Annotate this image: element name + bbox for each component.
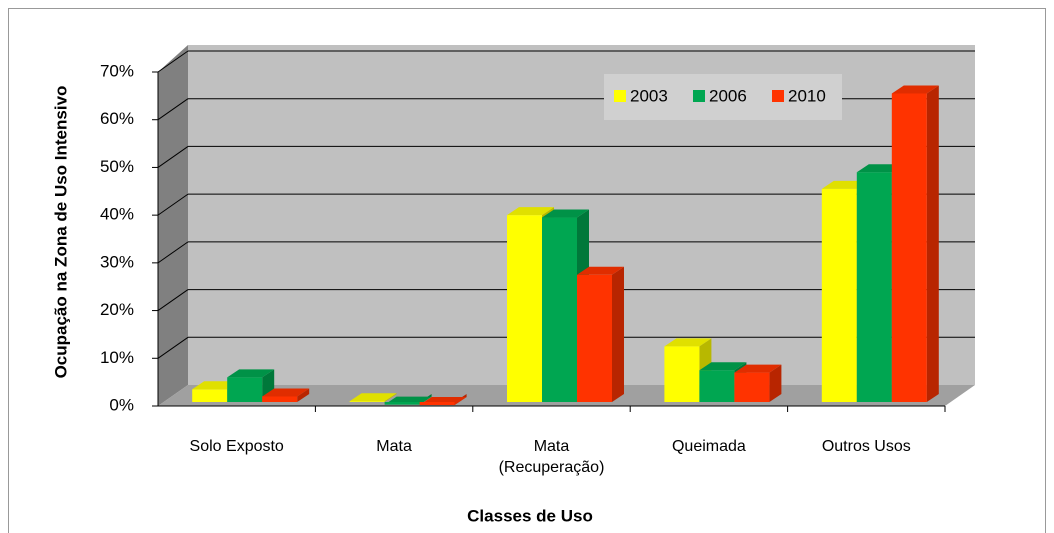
bar-front bbox=[891, 93, 927, 402]
y-tick-label: 60% bbox=[100, 109, 134, 128]
bar-front bbox=[734, 372, 770, 402]
bar-side bbox=[769, 364, 782, 402]
x-tick-label: Mata bbox=[376, 438, 412, 455]
x-tick-label: Outros Usos bbox=[821, 438, 911, 455]
grid-line bbox=[157, 146, 189, 168]
bar bbox=[734, 364, 782, 402]
y-tick-label: 40% bbox=[100, 205, 134, 224]
grid-line bbox=[157, 336, 189, 359]
x-axis-title: Classes de Uso bbox=[467, 506, 593, 525]
legend-swatch bbox=[693, 90, 705, 102]
grid-line bbox=[157, 50, 189, 73]
grid-line bbox=[157, 241, 189, 264]
y-axis-title: Ocupação na Zona de Uso Intensivo bbox=[51, 86, 70, 379]
bar-front bbox=[419, 402, 455, 406]
x-tick-label: Queimada bbox=[671, 438, 746, 455]
bar-top bbox=[734, 364, 782, 373]
y-tick-label: 20% bbox=[100, 300, 134, 319]
bar-front bbox=[821, 188, 857, 402]
bar-side bbox=[612, 266, 624, 402]
legend-label: 2003 bbox=[630, 86, 668, 105]
bar-front bbox=[192, 389, 228, 402]
bar-top bbox=[227, 369, 275, 378]
bar-top bbox=[699, 362, 747, 371]
y-tick-label: 10% bbox=[100, 348, 134, 367]
bar-side bbox=[926, 85, 939, 402]
bar bbox=[664, 338, 712, 402]
bar-top bbox=[262, 388, 310, 397]
grid-line bbox=[157, 289, 189, 311]
y-tick-label: 30% bbox=[100, 252, 134, 271]
bar-side bbox=[384, 393, 397, 402]
bar bbox=[349, 393, 397, 402]
bar-top bbox=[542, 209, 589, 218]
x-tick-label: Mata (Recuperação) bbox=[498, 438, 605, 476]
legend bbox=[604, 74, 842, 120]
bar-front bbox=[577, 274, 612, 402]
bar-top bbox=[507, 207, 554, 216]
y-tick-label: 70% bbox=[100, 61, 134, 80]
bar-top bbox=[577, 266, 624, 275]
x-tick-label: Solo Exposto bbox=[189, 438, 284, 455]
bar-top bbox=[349, 393, 397, 402]
legend-label: 2006 bbox=[709, 86, 747, 105]
bar bbox=[262, 388, 310, 402]
legend-swatch bbox=[772, 90, 784, 102]
bar-front bbox=[699, 370, 735, 402]
legend-swatch bbox=[614, 90, 626, 102]
bar bbox=[419, 394, 467, 406]
bar bbox=[577, 266, 624, 402]
bar-front bbox=[384, 402, 420, 405]
grid-line bbox=[157, 193, 189, 216]
side-wall bbox=[158, 45, 188, 406]
legend-label: 2010 bbox=[788, 86, 826, 105]
bar-front bbox=[664, 346, 700, 402]
grid-line bbox=[157, 98, 189, 121]
bar-front bbox=[507, 215, 542, 402]
bar bbox=[891, 85, 939, 402]
bar-side bbox=[297, 388, 310, 402]
bar-front bbox=[227, 377, 263, 402]
y-tick-label: 0% bbox=[109, 395, 134, 414]
bar-front bbox=[542, 217, 577, 402]
bar-front bbox=[349, 401, 385, 402]
bar-top bbox=[891, 85, 939, 94]
y-tick-label: 50% bbox=[100, 157, 134, 176]
bar-front bbox=[856, 172, 892, 402]
bar-top bbox=[664, 338, 712, 347]
bar-front bbox=[262, 396, 298, 402]
